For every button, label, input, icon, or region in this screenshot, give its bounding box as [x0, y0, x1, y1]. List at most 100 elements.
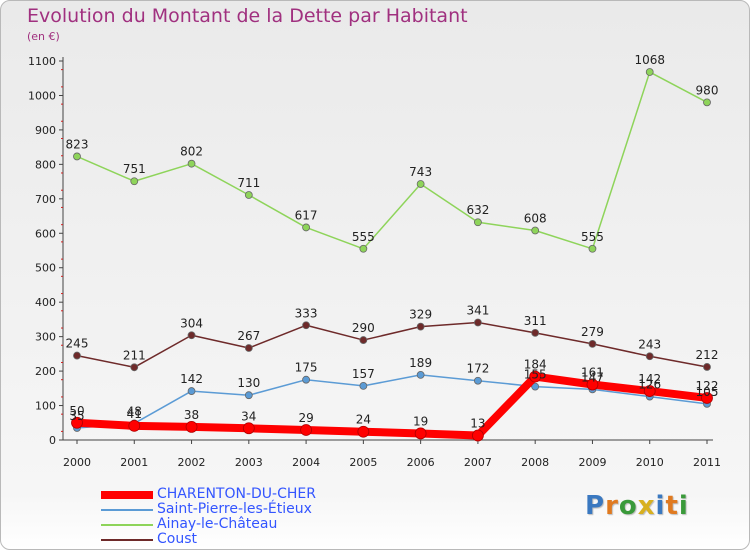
y-tick-label: 700 [35, 193, 56, 206]
data-label-2: 802 [180, 145, 203, 159]
data-label-0: 41 [127, 407, 142, 421]
y-tick-label: 800 [35, 158, 56, 171]
series-point-1 [416, 370, 425, 379]
y-tick-label: 900 [35, 124, 56, 137]
data-label-3: 333 [295, 306, 318, 320]
data-label-0: 142 [638, 372, 661, 386]
legend-item-coust: Coust [101, 531, 401, 547]
legend-swatch-ainay [101, 524, 153, 526]
x-tick-label: 2006 [407, 456, 435, 469]
series-point-2 [73, 152, 81, 161]
data-label-3: 245 [66, 337, 89, 351]
data-label-1: 130 [237, 376, 260, 390]
chart-legend: CHARENTON-DU-CHER Saint-Pierre-les-Étieu… [101, 486, 401, 547]
series-point-0 [71, 416, 83, 429]
data-label-3: 304 [180, 316, 203, 330]
series-point-0 [242, 422, 255, 435]
series-point-0 [185, 421, 198, 433]
data-label-1: 147 [581, 370, 604, 384]
chart-subtitle: (en €) [27, 30, 60, 43]
data-label-3: 279 [581, 325, 604, 339]
series-point-3 [645, 352, 654, 361]
series-point-3 [130, 363, 139, 372]
data-label-2: 743 [409, 165, 432, 179]
legend-item-charenton: CHARENTON-DU-CHER [101, 486, 401, 502]
y-tick-label: 1000 [28, 89, 56, 102]
legend-swatch-coust [101, 539, 153, 541]
series-point-0 [529, 370, 542, 383]
data-label-2: 555 [581, 230, 604, 244]
data-label-1: 48 [127, 404, 142, 418]
series-point-0 [643, 385, 656, 397]
series-point-1 [359, 382, 368, 390]
series-point-1 [302, 375, 310, 384]
y-tick-label: 200 [35, 365, 56, 378]
data-label-0: 122 [696, 379, 719, 393]
series-point-0 [586, 378, 599, 391]
data-label-0: 34 [241, 409, 256, 423]
data-label-0: 50 [69, 404, 84, 418]
series-point-3 [588, 339, 597, 348]
data-label-2: 632 [466, 203, 489, 217]
series-point-3 [531, 328, 540, 337]
data-label-2: 711 [237, 176, 260, 190]
series-point-0 [701, 392, 713, 404]
x-tick-label: 2009 [578, 456, 606, 469]
data-label-0: 184 [524, 358, 547, 372]
series-point-2 [416, 180, 425, 188]
legend-swatch-charenton [101, 491, 153, 499]
data-label-0: 24 [356, 413, 371, 427]
data-label-1: 175 [295, 361, 318, 375]
series-point-2 [645, 68, 654, 76]
series-point-2 [703, 98, 711, 107]
x-tick-label: 2010 [636, 456, 664, 469]
data-label-3: 341 [466, 304, 489, 318]
series-point-2 [130, 177, 139, 186]
data-label-3: 329 [409, 308, 432, 322]
series-point-2 [588, 244, 597, 253]
series-point-1 [187, 387, 196, 395]
x-tick-label: 2011 [693, 456, 721, 469]
data-label-0: 38 [184, 408, 199, 422]
series-point-3 [187, 331, 196, 340]
data-label-2: 555 [352, 230, 375, 244]
series-point-2 [244, 191, 253, 199]
data-label-1: 172 [466, 362, 489, 376]
chart-title: Evolution du Montant de la Dette par Hab… [27, 5, 468, 27]
data-label-3: 211 [123, 348, 146, 362]
series-point-3 [474, 318, 482, 327]
data-label-1: 142 [180, 372, 203, 386]
data-label-2: 980 [696, 83, 719, 97]
series-point-3 [302, 321, 310, 330]
data-label-0: 29 [298, 411, 313, 425]
legend-swatch-saint-pierre [101, 509, 153, 511]
series-point-2 [187, 159, 196, 168]
series-line-3 [76, 321, 708, 369]
series-line-1 [76, 374, 708, 429]
x-tick-label: 2001 [120, 456, 148, 469]
data-label-2: 608 [524, 212, 547, 226]
data-label-3: 290 [352, 321, 375, 335]
x-tick-label: 2005 [349, 456, 377, 469]
series-line-0 [73, 372, 711, 440]
series-point-3 [416, 322, 425, 331]
x-tick-label: 2004 [292, 456, 320, 469]
data-label-1: 155 [524, 368, 547, 382]
x-tick-label: 2008 [521, 456, 549, 469]
series-point-2 [359, 244, 368, 253]
data-label-2: 751 [123, 162, 146, 176]
legend-item-saint-pierre: Saint-Pierre-les-Étieux [101, 501, 401, 517]
x-tick-label: 2007 [464, 456, 492, 469]
data-label-1: 189 [409, 356, 432, 370]
series-point-0 [300, 424, 312, 436]
y-tick-label: 500 [35, 262, 56, 275]
data-label-1: 126 [638, 378, 661, 392]
legend-item-ainay: Ainay-le-Château [101, 516, 401, 532]
series-point-3 [244, 344, 253, 352]
data-label-0: 19 [413, 414, 428, 428]
y-tick-label: 400 [35, 296, 56, 309]
legend-label-coust: Coust [157, 531, 197, 547]
y-tick-label: 100 [35, 400, 56, 413]
series-point-0 [472, 429, 484, 442]
